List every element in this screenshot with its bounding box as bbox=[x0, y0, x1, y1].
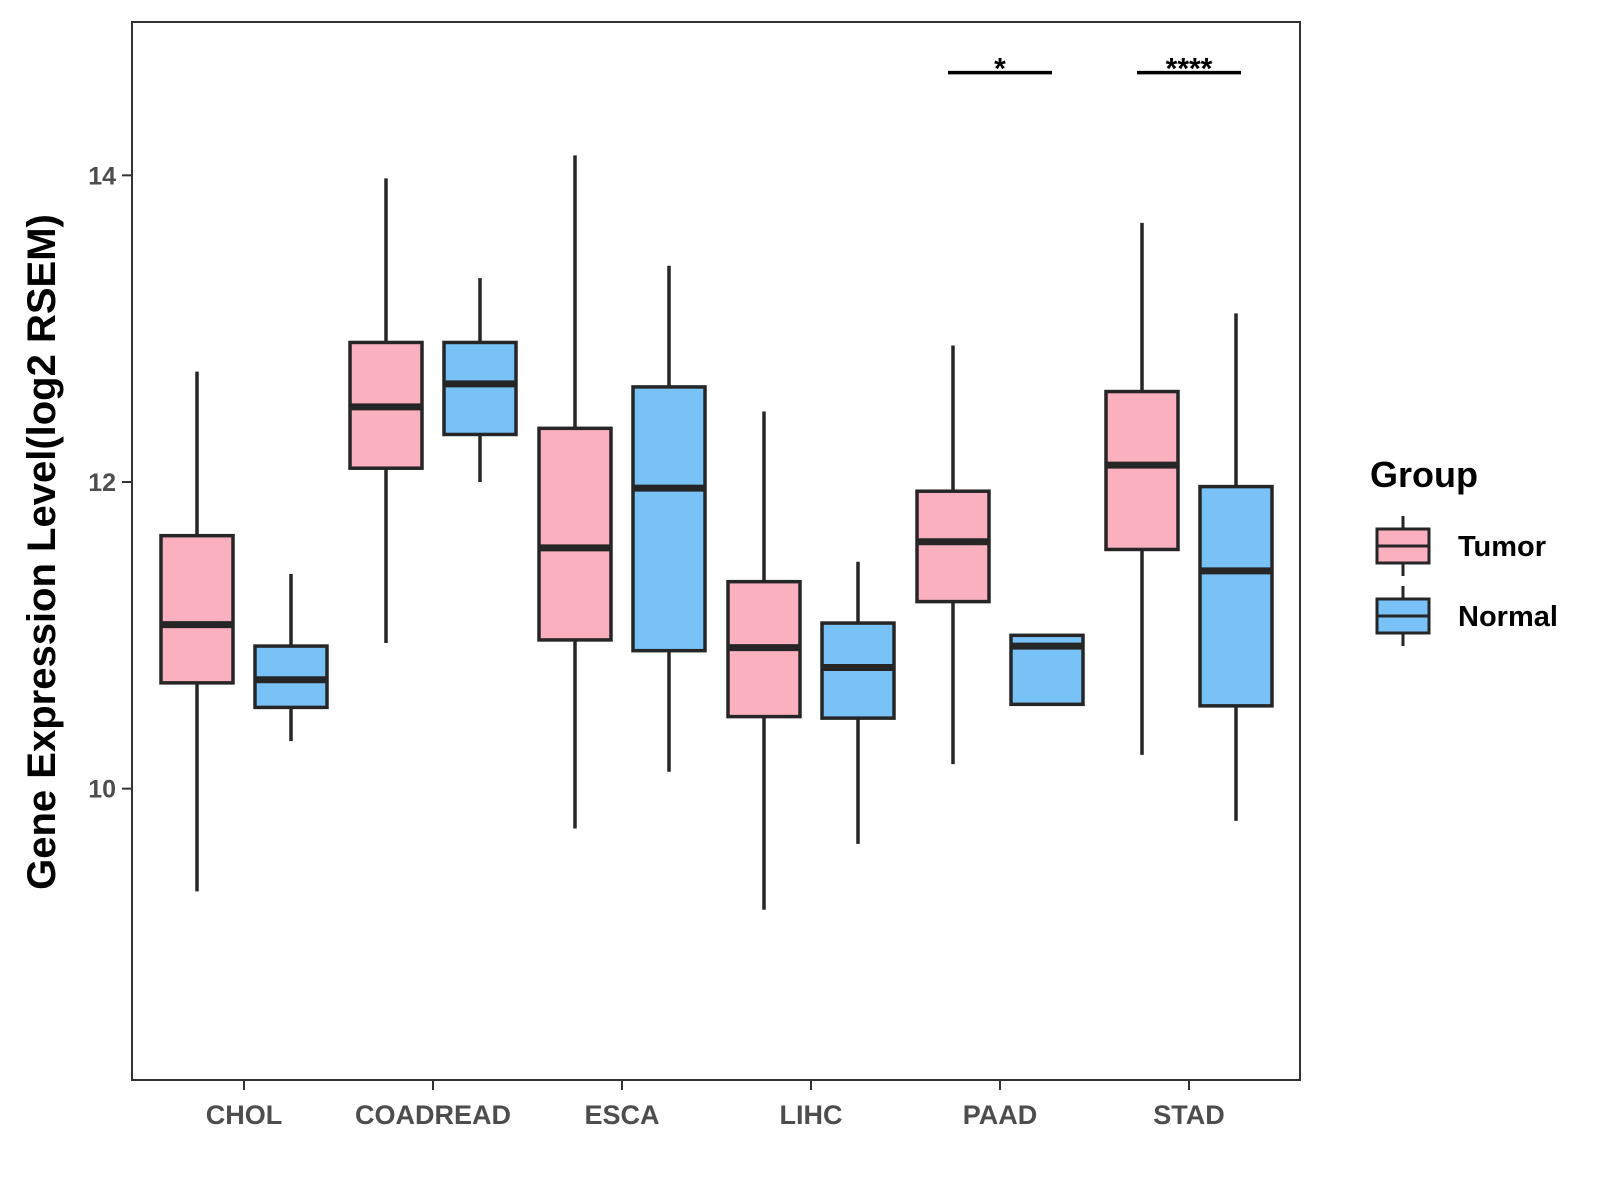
significance-label-paad: * bbox=[994, 53, 1006, 86]
x-tick-label-stad: STAD bbox=[1153, 1100, 1225, 1130]
box-normal-paad bbox=[1009, 633, 1085, 707]
significance-annotations: * **** bbox=[948, 53, 1241, 86]
y-axis-title: Gene Expression Level(log2 RSEM) bbox=[20, 214, 64, 890]
legend-title: Group bbox=[1370, 454, 1478, 495]
iqr-box bbox=[442, 340, 518, 437]
significance-label-stad: **** bbox=[1166, 53, 1213, 86]
iqr-box bbox=[1104, 389, 1180, 552]
x-tick-label-paad: PAAD bbox=[963, 1100, 1038, 1130]
iqr-box bbox=[1198, 484, 1274, 708]
x-tick-label-coadread: COADREAD bbox=[355, 1100, 511, 1130]
iqr-box bbox=[631, 385, 707, 653]
x-tick-label-lihc: LIHC bbox=[780, 1100, 843, 1130]
box-tumor-paad bbox=[915, 345, 991, 765]
boxes-layer bbox=[159, 155, 1274, 910]
box-normal-esca bbox=[631, 265, 707, 772]
y-tick-label: 10 bbox=[88, 776, 116, 804]
box-tumor-coadread bbox=[348, 178, 424, 643]
iqr-box bbox=[159, 533, 235, 685]
x-tick-label-chol: CHOL bbox=[206, 1100, 283, 1130]
axes: 10 12 14 CHOL COADREAD ESCA LIHC PAAD STAD bbox=[88, 162, 1225, 1130]
box-normal-lihc bbox=[820, 561, 896, 844]
y-tick-label: 12 bbox=[88, 469, 116, 497]
box-normal-chol bbox=[253, 574, 329, 742]
iqr-box bbox=[915, 489, 991, 604]
x-tick-label-esca: ESCA bbox=[584, 1100, 659, 1130]
plot-area bbox=[131, 21, 1301, 1081]
box-tumor-chol bbox=[159, 371, 235, 892]
legend-key-tumor bbox=[1375, 516, 1431, 576]
box-tumor-stad bbox=[1104, 222, 1180, 755]
box-normal-stad bbox=[1198, 313, 1274, 821]
legend-label-normal: Normal bbox=[1458, 601, 1558, 633]
iqr-box bbox=[537, 426, 613, 642]
box-normal-coadread bbox=[442, 278, 518, 482]
box-tumor-esca bbox=[537, 155, 613, 829]
legend-key-normal bbox=[1375, 586, 1431, 646]
plot-border bbox=[131, 21, 1301, 1081]
legend-label-tumor: Tumor bbox=[1458, 531, 1546, 563]
legend: Group Tumor Normal bbox=[1370, 454, 1558, 646]
y-tick-label: 14 bbox=[88, 162, 116, 190]
box-tumor-lihc bbox=[726, 411, 802, 910]
